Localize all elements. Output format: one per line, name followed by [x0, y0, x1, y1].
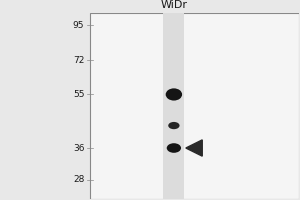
Ellipse shape	[166, 88, 182, 101]
Text: WiDr: WiDr	[160, 0, 188, 10]
Text: 72: 72	[73, 56, 84, 65]
Polygon shape	[186, 140, 202, 156]
Text: 95: 95	[73, 21, 84, 30]
Text: 55: 55	[73, 90, 84, 99]
Ellipse shape	[168, 122, 180, 129]
Bar	[90, 13, 299, 199]
Text: 28: 28	[73, 175, 84, 184]
Ellipse shape	[167, 143, 181, 153]
Text: 36: 36	[73, 144, 84, 153]
Bar	[164, 13, 184, 199]
